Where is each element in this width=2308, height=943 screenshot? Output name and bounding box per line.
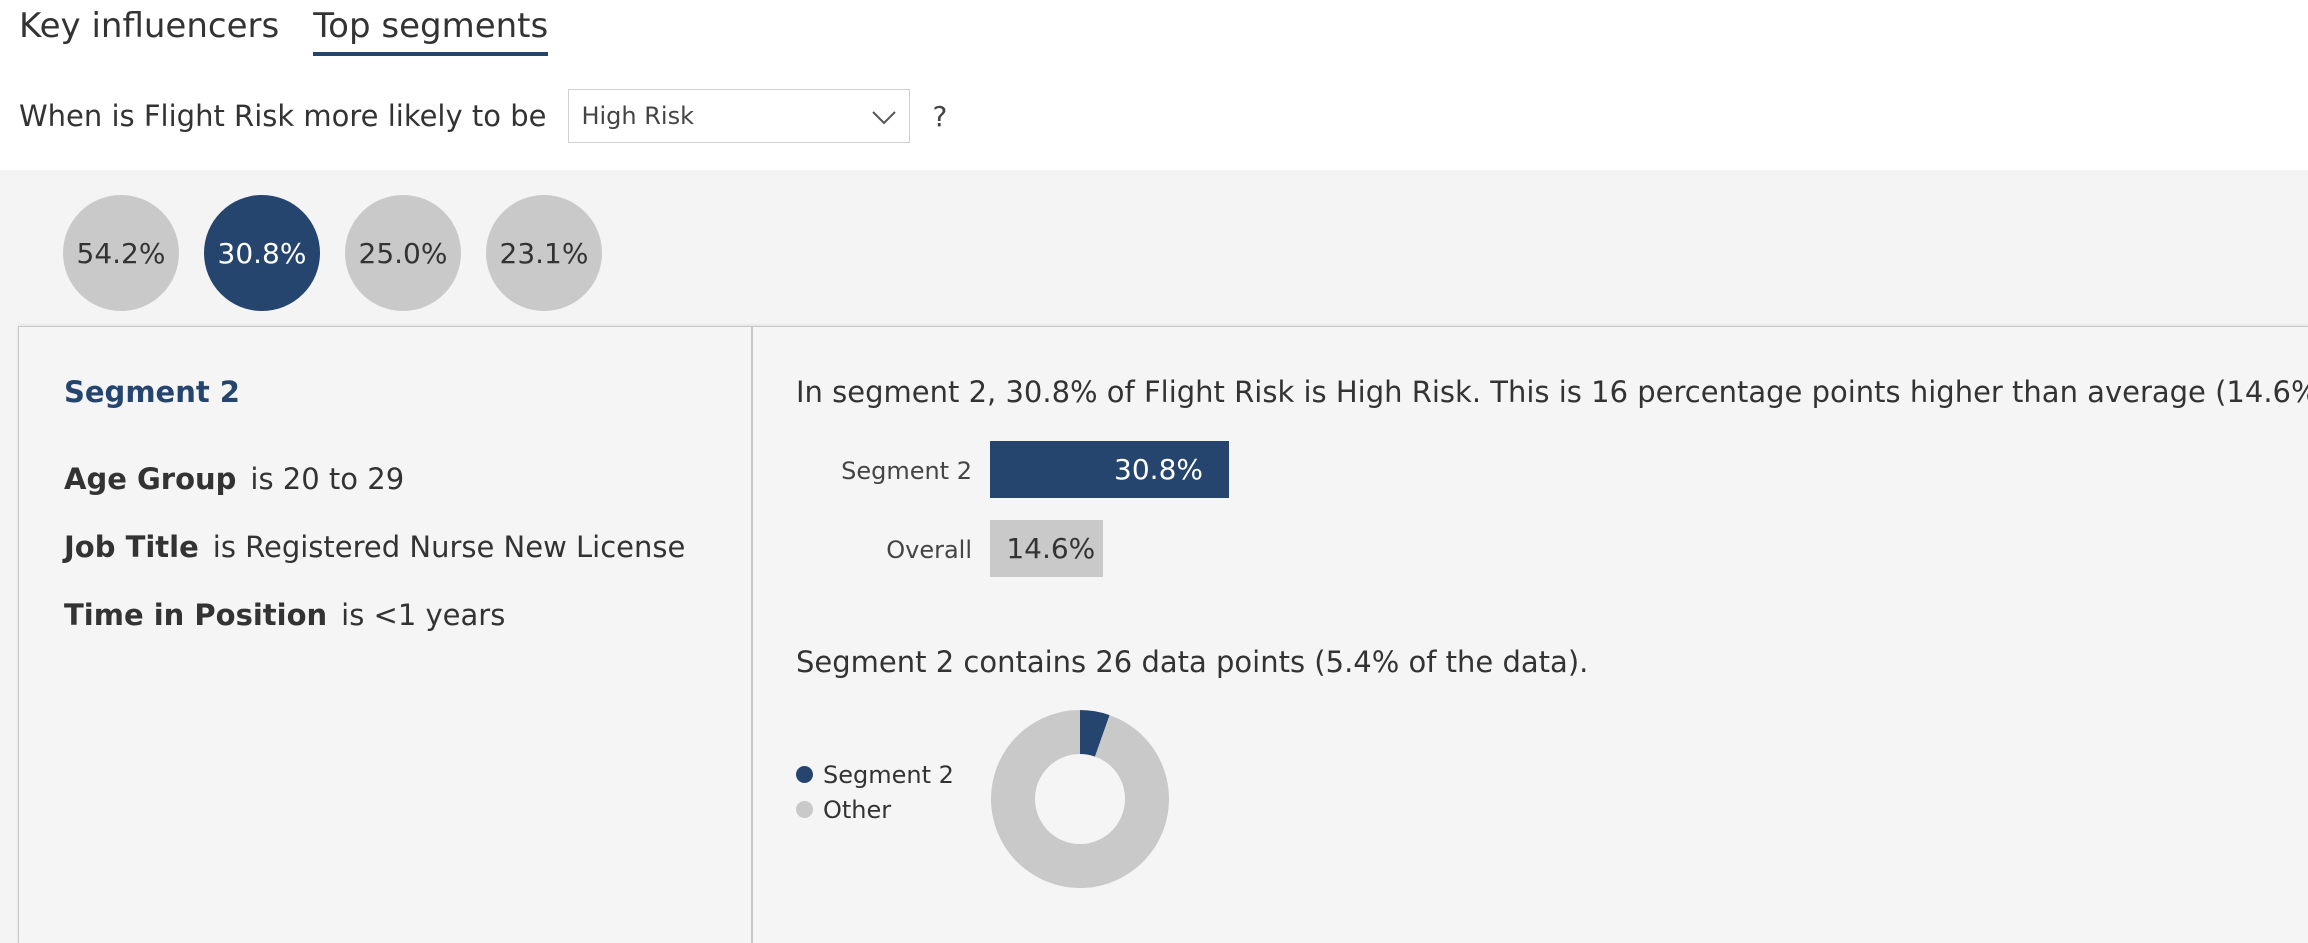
bar-value-label: 30.8% (1114, 453, 1203, 486)
condition-field: Time in Position (64, 598, 328, 632)
segment-contains-text: Segment 2 contains 26 data points (5.4% … (796, 645, 1589, 679)
segment-share-donut (991, 710, 1169, 888)
legend-item-other: Other (796, 792, 954, 827)
condition-field: Age Group (64, 462, 237, 496)
condition-text: is 20 to 29 (250, 462, 405, 496)
segment-title: Segment 2 (64, 375, 240, 409)
tab-label: Key influencers (19, 6, 280, 46)
segment-bubble-value: 30.8% (217, 236, 307, 270)
segment-bubble-4[interactable]: 23.1% (486, 195, 602, 311)
segment-bubble-3[interactable]: 25.0% (345, 195, 461, 311)
donut-slice-segment-2 (1080, 710, 1110, 757)
condition-text: is Registered Nurse New License (212, 530, 686, 564)
tab-bar: Key influencers Top segments (19, 0, 582, 64)
bar-category-label: Segment 2 (841, 457, 972, 485)
tab-label: Top segments (313, 6, 549, 46)
bar-segment: 30.8% (990, 441, 1229, 498)
legend-label: Segment 2 (823, 760, 954, 789)
segment-condition: Time in Position is <1 years (64, 598, 505, 632)
tab-top-segments[interactable]: Top segments (313, 0, 549, 56)
segment-bubble-value: 54.2% (76, 236, 166, 270)
chevron-down-icon (872, 111, 897, 125)
donut-legend: Segment 2 Other (796, 757, 954, 827)
legend-dot-icon (796, 801, 813, 818)
segment-bubble-value: 25.0% (358, 236, 448, 270)
segment-detail-card: Segment 2 Age Group is 20 to 29 Job Title… (18, 326, 2308, 943)
legend-item-segment: Segment 2 (796, 757, 954, 792)
question-row: When is Flight Risk more likely to be Hi… (19, 88, 947, 144)
bar-overall: 14.6% (990, 520, 1104, 577)
condition-text: is <1 years (341, 598, 506, 632)
segment-bubble-value: 23.1% (499, 236, 589, 270)
segment-bubble-1[interactable]: 54.2% (63, 195, 179, 311)
card-divider (751, 327, 753, 943)
segment-summary-text: In segment 2, 30.8% of Flight Risk is Hi… (796, 375, 2308, 409)
tab-key-influencers[interactable]: Key influencers (19, 0, 279, 56)
segment-bubble-2[interactable]: 30.8% (204, 195, 320, 311)
donut-slice-other (991, 710, 1169, 888)
segment-condition: Job Title is Registered Nurse New License (64, 530, 685, 564)
target-value-dropdown[interactable]: High Risk (568, 89, 911, 143)
condition-field: Job Title (64, 530, 199, 564)
bar-category-label: Overall (886, 536, 972, 564)
question-suffix: ? (932, 99, 948, 133)
dropdown-selected-value: High Risk (581, 102, 694, 130)
legend-dot-icon (796, 766, 813, 783)
question-prefix: When is Flight Risk more likely to be (19, 99, 547, 133)
bar-value-label: 14.6% (1006, 532, 1096, 565)
segment-condition: Age Group is 20 to 29 (64, 462, 404, 496)
segment-bubbles: 54.2% 30.8% 25.0% 23.1% (63, 195, 627, 311)
legend-label: Other (823, 795, 892, 824)
